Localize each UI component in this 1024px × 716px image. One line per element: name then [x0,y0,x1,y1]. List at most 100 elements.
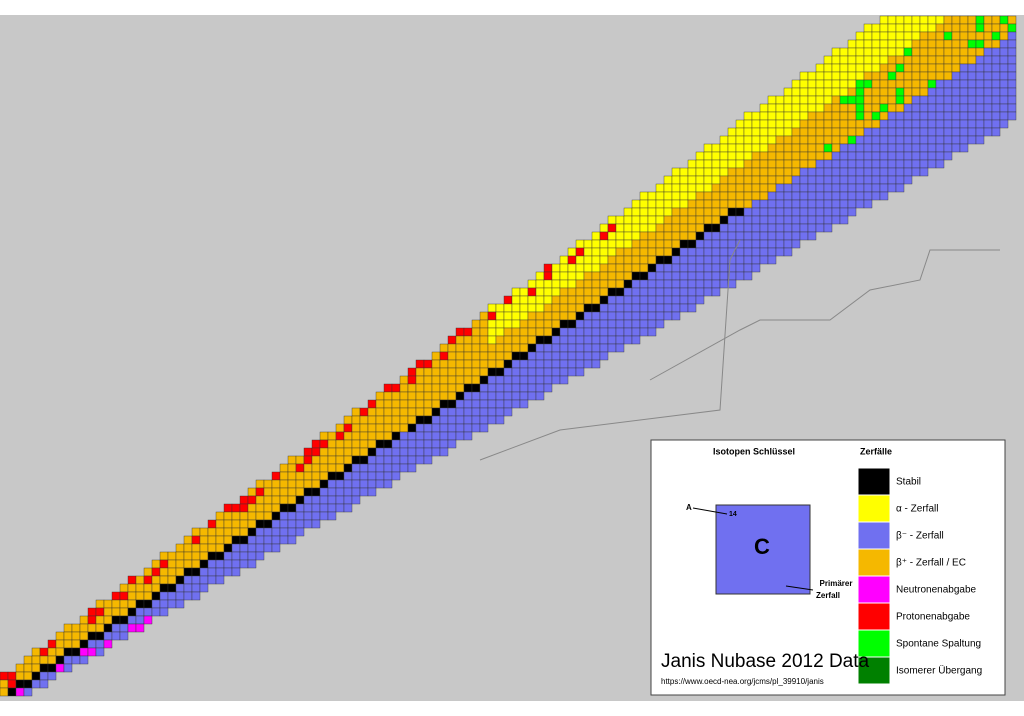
nuclide-cell [495,351,505,361]
nuclide-cell [919,127,929,137]
nuclide-cell [903,63,913,73]
nuclide-cell [95,615,105,625]
nuclide-cell [431,359,441,369]
nuclide-cell [79,615,89,625]
nuclide-cell [431,439,441,449]
nuclide-cell [519,343,529,353]
nuclide-cell [351,455,361,465]
nuclide-cell [727,175,737,185]
nuclide-cell [663,295,673,305]
nuclide-cell [975,111,985,121]
nuclide-cell [631,199,641,209]
nuclide-cell [159,607,169,617]
nuclide-cell [831,47,841,57]
nuclide-cell [639,191,649,201]
nuclide-cell [783,119,793,129]
nuclide-cell [975,15,985,25]
nuclide-cell [847,79,857,89]
nuclide-cell [959,95,969,105]
nuclide-cell [935,87,945,97]
nuclide-cell [175,599,185,609]
nuclide-cell [767,239,777,249]
nuclide-cell [599,335,609,345]
nuclide-cell [735,127,745,137]
nuclide-cell [759,167,769,177]
nuclide-cell [999,71,1009,81]
nuclide-cell [535,287,545,297]
nuclide-cell [303,471,313,481]
nuclide-cell [535,359,545,369]
nuclide-cell [351,407,361,417]
nuclide-cell [975,47,985,57]
nuclide-cell [951,95,961,105]
nuclide-cell [439,383,449,393]
nuclide-cell [991,87,1001,97]
nuclide-cell [575,303,585,313]
nuclide-cell [983,127,993,137]
nuclide-cell [391,431,401,441]
nuclide-cell [183,567,193,577]
nuclide-cell [855,95,865,105]
nuclide-cell [655,255,665,265]
nuclide-cell [663,215,673,225]
nuclide-cell [895,151,905,161]
nuclide-cell [711,239,721,249]
nuclide-cell [647,263,657,273]
nuclide-cell [751,151,761,161]
nuclide-cell [943,23,953,33]
nuclide-cell [911,39,921,49]
nuclide-cell [471,383,481,393]
nuclide-cell [671,287,681,297]
nuclide-cell [335,495,345,505]
nuclide-cell [183,551,193,561]
nuclide-cell [911,23,921,33]
nuclide-cell [575,319,585,329]
nuclide-cell [663,191,673,201]
nuclide-cell [927,15,937,25]
nuclide-cell [839,207,849,217]
nuclide-cell [575,343,585,353]
nuclide-cell [983,55,993,65]
nuclide-cell [767,255,777,265]
nuclide-cell [135,607,145,617]
nuclide-cell [519,287,529,297]
nuclide-cell [391,415,401,425]
nuclide-cell [583,327,593,337]
nuclide-cell [879,167,889,177]
nuclide-cell [807,119,817,129]
nuclide-cell [735,255,745,265]
nuclide-cell [743,255,753,265]
nuclide-cell [815,167,825,177]
nuclide-cell [535,279,545,289]
nuclide-cell [343,463,353,473]
nuclide-cell [255,527,265,537]
nuclide-cell [687,239,697,249]
nuclide-cell [671,175,681,185]
nuclide-cell [743,175,753,185]
nuclide-cell [959,143,969,153]
nuclide-cell [615,215,625,225]
nuclide-cell [951,79,961,89]
nuclide-cell [671,311,681,321]
nuclide-cell [15,679,25,689]
nuclide-cell [927,135,937,145]
nuclide-cell [431,375,441,385]
nuclide-cell [559,367,569,377]
nuclide-cell [687,279,697,289]
nuclide-cell [807,87,817,97]
nuclide-cell [519,319,529,329]
nuclide-cell [623,271,633,281]
nuclide-cell [503,407,513,417]
nuclide-cell [983,71,993,81]
nuclide-cell [935,103,945,113]
nuclide-cell [423,439,433,449]
nuclide-cell [639,263,649,273]
nuclide-cell [391,463,401,473]
nuclide-cell [663,175,673,185]
nuclide-cell [399,375,409,385]
nuclide-cell [231,503,241,513]
nuclide-cell [591,343,601,353]
nuclide-cell [767,103,777,113]
nuclide-cell [767,135,777,145]
nuclide-cell [495,399,505,409]
